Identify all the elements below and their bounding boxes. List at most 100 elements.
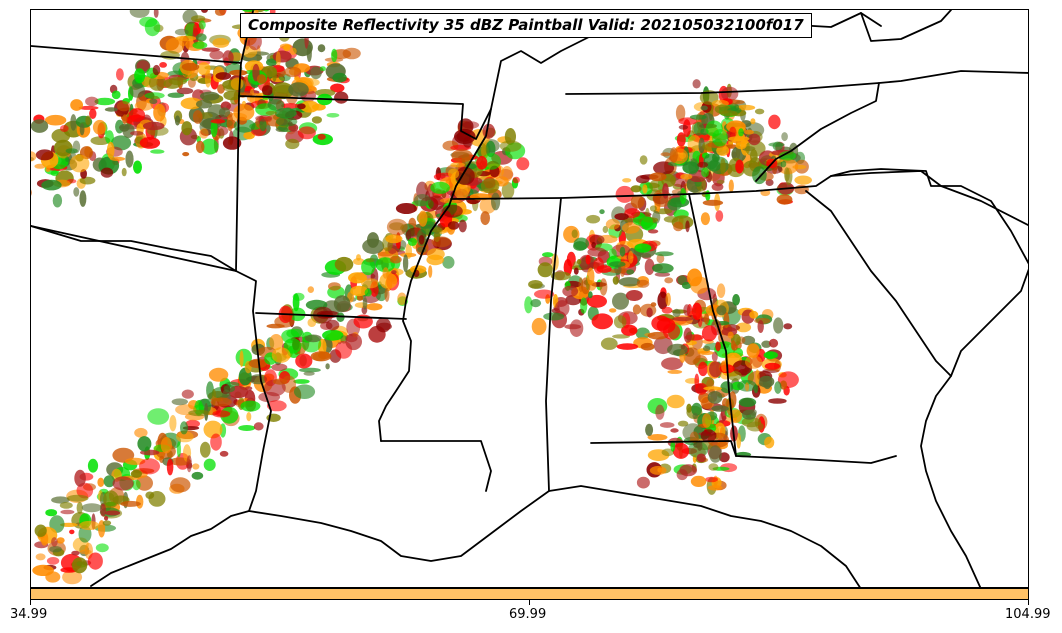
paintball-echo: [715, 210, 724, 222]
paintball-echo: [661, 357, 683, 371]
paintball-echo: [677, 420, 689, 427]
paintball-echo: [636, 476, 650, 489]
paintball-echo: [105, 130, 114, 145]
paintball-echo: [391, 270, 397, 275]
state-border: [688, 193, 737, 457]
paintball-echo: [621, 324, 638, 336]
paintball-echo: [397, 292, 407, 306]
paintball-echo: [428, 265, 433, 278]
paintball-echo: [269, 334, 284, 351]
paintball-echo: [201, 138, 219, 155]
reflectivity-map: [31, 10, 1028, 587]
paintball-echo: [720, 158, 726, 175]
paintball-echo: [259, 118, 267, 132]
paintball-echo: [516, 157, 530, 171]
paintball-echo: [208, 367, 229, 382]
map-title: Composite Reflectivity 35 dBZ Paintball …: [240, 13, 812, 38]
state-border: [235, 95, 272, 512]
paintball-echo: [53, 139, 73, 157]
paintball-echo: [306, 44, 312, 62]
paintball-echo: [87, 458, 99, 473]
paintball-echo: [192, 463, 200, 470]
paintball-echo: [691, 402, 702, 416]
paintball-echo: [89, 108, 97, 120]
paintball-echo: [85, 96, 99, 107]
colorbar-tick: [1028, 600, 1029, 605]
colorbar-tick-label-min: 34.99: [10, 607, 48, 622]
paintball-echo: [735, 159, 744, 174]
paintball-echo: [317, 44, 326, 53]
paintball-echo: [687, 135, 702, 153]
paintball-echo: [702, 413, 712, 428]
paintball-echo: [577, 259, 582, 265]
paintball-echo: [636, 279, 650, 288]
paintball-echo: [689, 431, 699, 444]
paintball-echo: [754, 108, 765, 115]
paintball-echo: [226, 114, 234, 132]
paintball-echo: [609, 261, 626, 268]
paintball-echo: [181, 121, 193, 136]
paintball-echo: [350, 285, 368, 297]
paintball-echo: [501, 166, 513, 182]
paintball-echo: [253, 422, 264, 431]
paintball-echo: [166, 458, 174, 476]
paintball-echo: [210, 119, 226, 124]
paintball-echo: [616, 343, 639, 350]
paintball-echo: [294, 76, 300, 81]
paintball-echo: [176, 441, 181, 458]
paintball-echo: [44, 114, 67, 126]
paintball-echo: [657, 467, 663, 473]
paintball-echo: [605, 218, 621, 230]
paintball-echo: [395, 203, 417, 214]
paintball-echo: [664, 277, 674, 284]
paintball-echo: [116, 68, 124, 81]
paintball-echo: [779, 380, 788, 390]
paintball-echo: [447, 221, 460, 230]
paintball-echo: [748, 133, 761, 146]
paintball-echo: [69, 529, 75, 535]
paintball-echo: [139, 137, 161, 149]
paintball-echo: [645, 423, 654, 436]
paintball-echo: [528, 280, 543, 289]
paintball-echo: [52, 193, 63, 208]
paintball-echo: [728, 179, 734, 193]
paintball-echo: [711, 405, 729, 412]
paintball-echo: [267, 99, 285, 111]
coastline: [920, 268, 1028, 587]
paintball-echo: [50, 170, 59, 177]
paintball-echo: [715, 341, 721, 352]
state-border: [450, 170, 1028, 226]
paintball-echo: [745, 140, 766, 157]
paintball-echo: [626, 269, 635, 275]
paintball-echo: [659, 422, 675, 428]
paintball-echo: [192, 110, 203, 124]
paintball-echo: [362, 238, 385, 254]
paintball-echo: [330, 83, 345, 93]
paintball-echo: [701, 325, 717, 342]
paintball-echo: [176, 431, 194, 443]
paintball-echo: [744, 129, 754, 135]
paintball-echo: [678, 124, 689, 130]
paintball-echo: [334, 91, 349, 104]
paintball-echo: [142, 121, 165, 131]
paintball-echo: [647, 229, 659, 234]
paintball-echo: [174, 28, 189, 36]
paintball-echo: [174, 115, 181, 126]
paintball-echo: [779, 151, 797, 161]
paintball-echo: [288, 82, 309, 97]
paintball-echo: [191, 15, 206, 23]
paintball-echo: [764, 436, 775, 449]
paintball-echo: [564, 324, 582, 330]
paintball-echo: [307, 318, 317, 327]
paintball-echo: [676, 469, 688, 481]
paintball-echo: [176, 87, 194, 95]
paintball-echo: [679, 152, 687, 160]
paintball-echo: [773, 317, 784, 334]
paintball-echo: [768, 398, 787, 404]
paintball-echo: [79, 520, 100, 531]
paintball-echo: [632, 216, 653, 227]
paintball-echo: [70, 114, 77, 131]
paintball-echo: [361, 278, 380, 289]
paintball-echo: [642, 184, 648, 194]
paintball-echo: [639, 155, 648, 165]
